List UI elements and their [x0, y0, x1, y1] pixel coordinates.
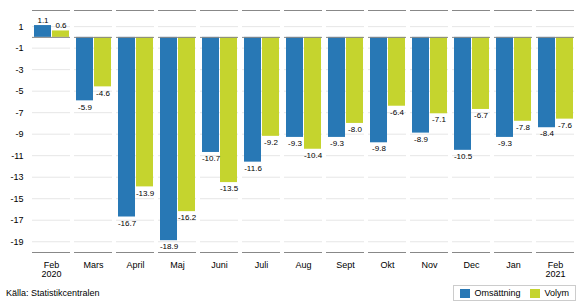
svg-text:-7: -7: [15, 108, 23, 118]
svg-text:Okt: Okt: [380, 260, 395, 270]
svg-text:-7.8: -7.8: [516, 123, 530, 132]
svg-text:Feb2020: Feb2020: [41, 260, 61, 279]
svg-text:-15: -15: [10, 194, 23, 204]
html-text:Volym: Volym: [544, 288, 569, 298]
svg-text:-8.9: -8.9: [414, 135, 428, 144]
svg-text:Sept: Sept: [336, 260, 355, 270]
svg-text:-17: -17: [10, 215, 23, 225]
html-text:Källa: Statistikcentralen: Källa: Statistikcentralen: [6, 288, 100, 298]
svg-text:-7.6: -7.6: [558, 121, 572, 130]
svg-text:-19: -19: [10, 237, 23, 247]
svg-text:Mars: Mars: [84, 260, 104, 270]
svg-text:Juli: Juli: [255, 260, 269, 270]
svg-text:-5.9: -5.9: [78, 103, 92, 112]
svg-text:-10.4: -10.4: [304, 151, 323, 160]
svg-text:-9: -9: [15, 129, 23, 139]
svg-text:-16.7: -16.7: [118, 219, 137, 228]
svg-text:Maj: Maj: [170, 260, 185, 270]
svg-text:-16.2: -16.2: [178, 213, 197, 222]
svg-text:-10.5: -10.5: [454, 152, 473, 161]
svg-text:-9.3: -9.3: [330, 139, 344, 148]
svg-text:-3: -3: [15, 65, 23, 75]
svg-text:Nov: Nov: [421, 260, 438, 270]
svg-text:-6.7: -6.7: [474, 111, 488, 120]
svg-text:-8.4: -8.4: [540, 129, 554, 138]
svg-text:-11: -11: [11, 151, 23, 161]
svg-text:-4.6: -4.6: [96, 89, 110, 98]
svg-text:-11.6: -11.6: [244, 164, 262, 173]
svg-text:-7.1: -7.1: [432, 115, 446, 124]
svg-text:Feb2021: Feb2021: [545, 260, 565, 279]
svg-text:Jan: Jan: [506, 260, 521, 270]
svg-text:-6.4: -6.4: [390, 108, 404, 117]
svg-text:-9.3: -9.3: [288, 139, 302, 148]
svg-text:0.6: 0.6: [55, 21, 67, 30]
svg-text:Aug: Aug: [295, 260, 311, 270]
svg-text:-10.7: -10.7: [202, 154, 221, 163]
svg-text:-9.3: -9.3: [498, 139, 512, 148]
svg-text:April: April: [126, 260, 144, 270]
svg-text:Dec: Dec: [463, 260, 480, 270]
svg-text:1: 1: [18, 22, 23, 32]
svg-text:-8.0: -8.0: [348, 125, 362, 134]
svg-text:-13.9: -13.9: [136, 189, 155, 198]
svg-text:Juni: Juni: [211, 260, 228, 270]
svg-text:-9.8: -9.8: [372, 144, 386, 153]
svg-text:-9.2: -9.2: [264, 138, 278, 147]
svg-text:-13.5: -13.5: [220, 184, 239, 193]
svg-text:-18.9: -18.9: [160, 242, 179, 251]
html-text:Omsättning: Omsättning: [474, 288, 521, 298]
svg-text:1.1: 1.1: [37, 16, 49, 25]
svg-text:-5: -5: [15, 86, 23, 96]
svg-text:-1: -1: [15, 43, 23, 53]
svg-text:-13: -13: [10, 172, 23, 182]
